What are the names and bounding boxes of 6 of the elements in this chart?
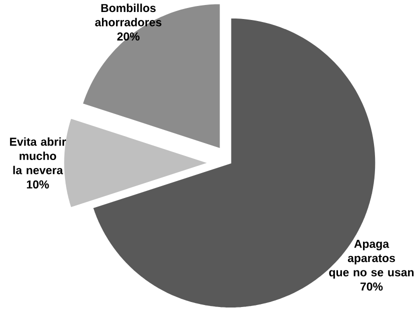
data-label: 10% (26, 180, 49, 189)
data-label: 20% (117, 32, 140, 41)
slice-label: Evita abrir mucho la nevera (10, 138, 66, 174)
slice-label: Apaga aparatos que no se usan (329, 240, 414, 279)
slice-label: Bombillos ahorradores (95, 4, 162, 27)
data-label: 70% (360, 282, 383, 291)
